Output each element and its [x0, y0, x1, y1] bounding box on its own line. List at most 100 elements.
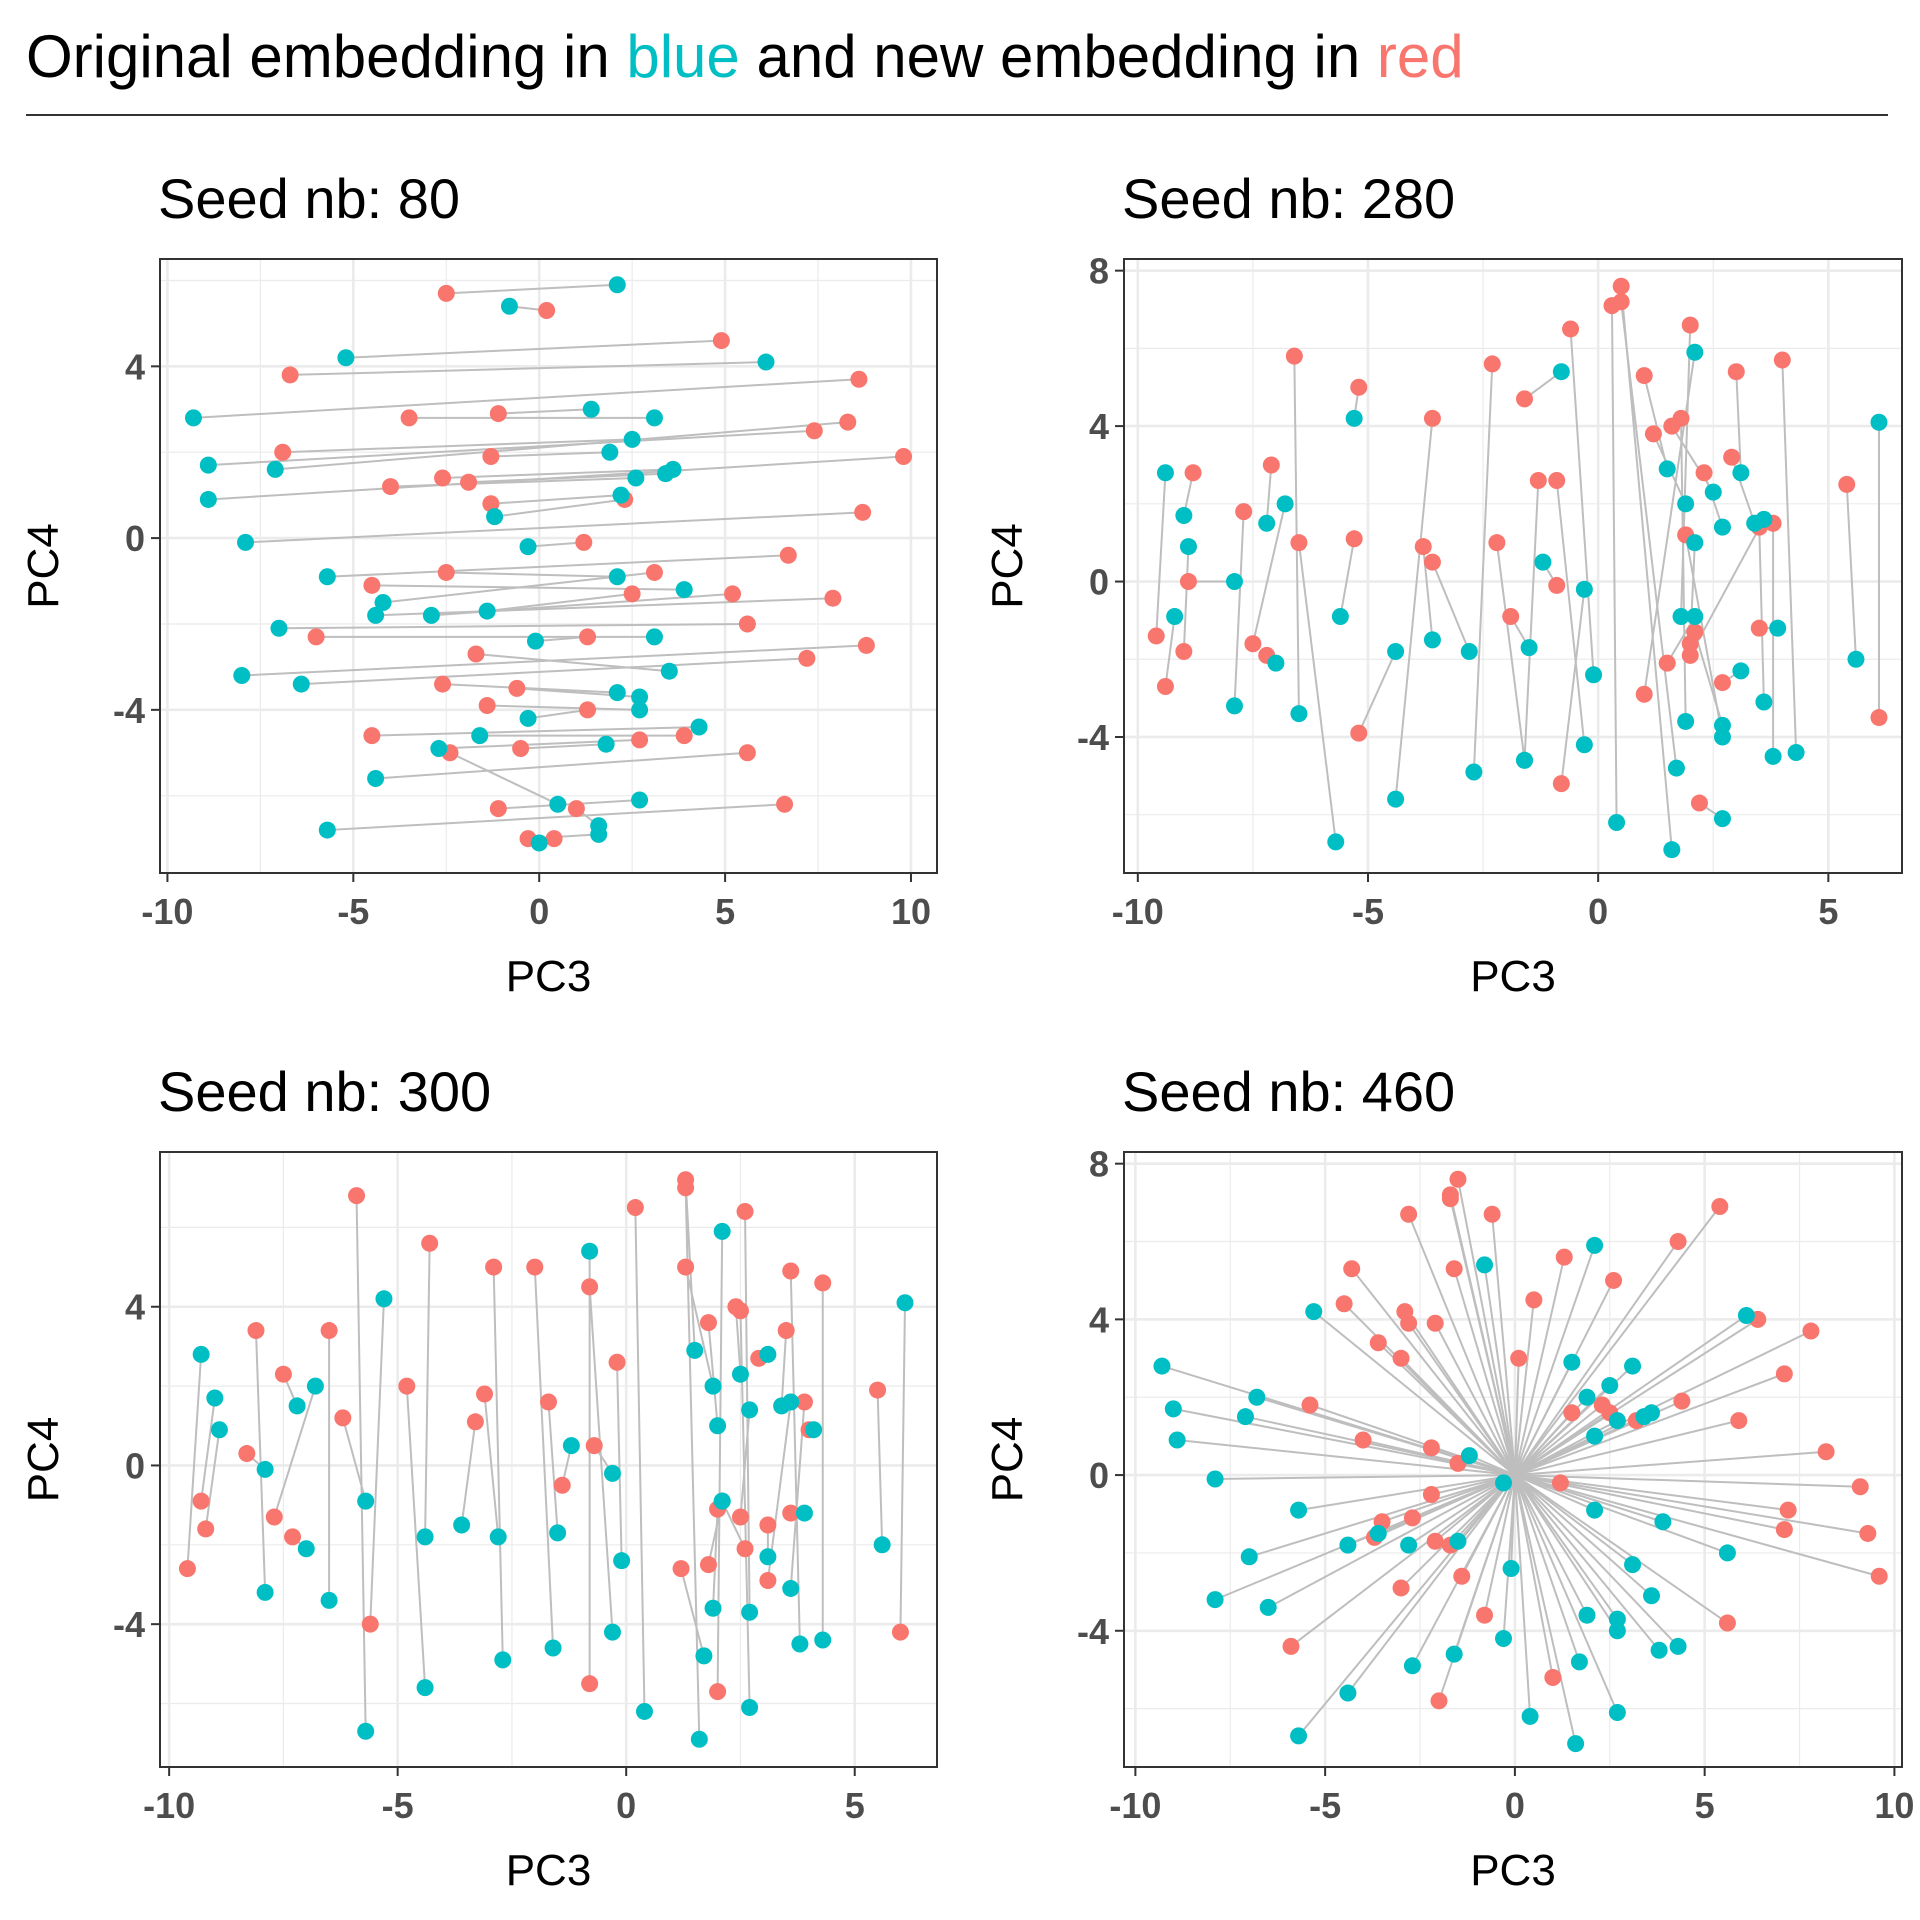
original-embedding-point: [489, 1528, 507, 1546]
connector-segment: [588, 1286, 614, 1633]
new-embedding-point: [779, 546, 797, 564]
y-axis-label: PC4: [983, 1417, 1032, 1503]
original-embedding-point: [741, 1698, 759, 1716]
original-embedding-point: [1258, 514, 1276, 532]
original-embedding-point: [1650, 1641, 1668, 1659]
connector-segment: [1400, 1474, 1516, 1589]
original-embedding-point: [1225, 697, 1243, 715]
original-embedding-point: [416, 1528, 434, 1546]
original-embedding-point: [601, 443, 619, 461]
original-embedding-point: [627, 469, 645, 487]
original-embedding-point: [374, 593, 392, 611]
new-embedding-point: [626, 1199, 644, 1217]
connector-segment: [449, 751, 559, 806]
new-embedding-point: [1548, 472, 1566, 490]
connector-segment: [1514, 1474, 1634, 1566]
new-embedding-point: [467, 645, 485, 663]
connector-segment: [371, 726, 700, 737]
connector-segment: [527, 541, 584, 548]
original-embedding-point: [337, 349, 355, 367]
connector-segment: [278, 622, 748, 630]
connector-segment: [680, 1568, 705, 1657]
new-embedding-point: [857, 636, 875, 654]
new-embedding-point: [485, 1258, 503, 1276]
new-embedding-point: [1430, 1692, 1448, 1710]
original-embedding-point: [288, 1397, 306, 1415]
connector-segment: [1495, 542, 1526, 761]
original-embedding-point: [549, 795, 567, 813]
original-embedding-point: [1166, 608, 1184, 626]
connector-segment: [345, 339, 722, 359]
original-embedding-point: [266, 460, 284, 478]
connector-segment: [1434, 1322, 1516, 1476]
connector-segment: [327, 803, 785, 832]
new-embedding-point: [672, 1560, 690, 1578]
new-embedding-point: [1750, 619, 1768, 637]
original-embedding-point: [608, 568, 626, 586]
data-marks: [184, 276, 913, 852]
new-embedding-point: [274, 1365, 292, 1383]
connector-segment: [1456, 1179, 1516, 1476]
new-embedding-point: [1727, 363, 1745, 381]
new-embedding-point: [478, 697, 496, 715]
x-tick-label: -10: [1109, 1785, 1161, 1826]
connector-segment: [1560, 589, 1586, 784]
original-embedding-point: [357, 1492, 375, 1510]
original-embedding-point: [657, 465, 675, 483]
original-embedding-point: [1764, 747, 1782, 765]
plot-frame: [1123, 258, 1903, 874]
original-embedding-point: [1339, 1536, 1357, 1554]
new-embedding-point: [891, 1623, 909, 1641]
new-embedding-point: [466, 1413, 484, 1431]
connector-segment: [254, 1330, 267, 1593]
connector-segment: [275, 421, 848, 471]
y-tick-label: -4: [113, 690, 145, 731]
connector-segment: [780, 1330, 788, 1406]
original-embedding-point: [1179, 538, 1197, 556]
new-embedding-point: [381, 478, 399, 496]
panel-1: -10 -5 0 5 10 -4 0 4 Seed nb: 80 PC3 PC4: [19, 167, 938, 1001]
original-embedding-point: [1608, 1610, 1626, 1628]
connector-segment: [1491, 1214, 1516, 1476]
new-embedding-point: [1723, 448, 1741, 466]
original-embedding-point: [675, 581, 693, 599]
new-embedding-point: [348, 1187, 366, 1205]
original-embedding-point: [590, 817, 608, 835]
new-embedding-point: [1612, 277, 1630, 295]
original-embedding-point: [1387, 790, 1405, 808]
original-embedding-point: [1248, 1388, 1266, 1406]
data-marks: [1153, 1170, 1888, 1753]
original-embedding-point: [306, 1377, 324, 1395]
connector-segment: [1555, 480, 1586, 745]
connector-segment: [1514, 1474, 1619, 1620]
new-embedding-point: [1335, 1295, 1353, 1313]
new-embedding-point: [1870, 1567, 1888, 1585]
title-divider: [26, 114, 1888, 116]
connector-segment: [492, 1267, 504, 1660]
connector-segment: [1514, 1240, 1679, 1476]
new-embedding-point: [1695, 464, 1713, 482]
connector-segment: [535, 635, 588, 643]
connector-segment: [390, 476, 636, 488]
original-embedding-point: [1423, 631, 1441, 649]
data-marks: [1147, 277, 1888, 859]
new-embedding-point: [197, 1520, 215, 1538]
original-embedding-point: [608, 684, 626, 702]
original-embedding-point: [623, 430, 641, 448]
original-embedding-point: [1608, 1622, 1626, 1640]
connector-segment: [1513, 1245, 1596, 1476]
new-embedding-point: [575, 533, 593, 551]
original-embedding-point: [1290, 705, 1308, 723]
connector-segment: [1438, 1474, 1516, 1702]
new-embedding-point: [489, 800, 507, 818]
new-embedding-point: [1301, 1396, 1319, 1414]
title-red-word: red: [1376, 23, 1464, 90]
y-tick-label: 0: [125, 1445, 145, 1486]
new-embedding-point: [1658, 654, 1676, 672]
connector-segment: [1514, 1314, 1747, 1476]
connector-segment: [1514, 1330, 1812, 1476]
connector-segment: [282, 438, 633, 454]
title-middle: and new embedding in: [739, 23, 1377, 90]
original-embedding-point: [1502, 1559, 1520, 1577]
